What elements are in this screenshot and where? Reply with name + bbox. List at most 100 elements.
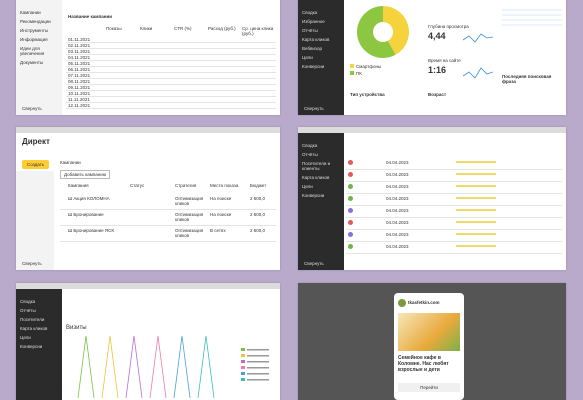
legend-swatch [241, 348, 245, 351]
row-date: 05.11.2021 [68, 61, 91, 66]
site-icon [398, 299, 406, 307]
menu-item[interactable]: Сводка [302, 10, 318, 15]
menu-item[interactable]: Отчёты [302, 152, 318, 157]
line [125, 335, 143, 399]
column-header: Кампания [68, 183, 89, 188]
row-date: 07.11.2021 [68, 73, 91, 78]
cell: В сетях [210, 228, 226, 233]
bar [456, 173, 496, 175]
menu-item[interactable]: Конверсии [20, 344, 43, 349]
row-date: 10.11.2021 [68, 91, 91, 96]
browser-bar [16, 127, 280, 133]
row-date: 04.11.2021 [68, 55, 91, 60]
column-header: Клики [140, 26, 153, 31]
row-date: 06.11.2021 [68, 67, 91, 72]
menu-item[interactable]: Конверсии [302, 193, 325, 198]
table-row: 04.04.2023 [346, 157, 562, 170]
visit-date: 04.04.2023 [386, 244, 409, 249]
table-row: 04.04.2023 [346, 169, 562, 182]
table-row: 04.04.2023 [346, 241, 562, 254]
legend-text [247, 355, 269, 357]
table-row: 04.04.2023 [346, 217, 562, 230]
pie-hole [373, 22, 393, 42]
visit-date: 04.04.2023 [386, 184, 409, 189]
tile-ad-preview: tkasfetkin.com Семейное кафе в Коломне. … [298, 283, 566, 400]
table-row: 03.11.2021 [66, 48, 276, 55]
add-button[interactable]: Добавить кампанию [60, 170, 111, 179]
visit-date: 04.04.2023 [386, 172, 409, 177]
menu-item[interactable]: Отчёты [20, 308, 36, 313]
row-date: 02.11.2021 [68, 43, 91, 48]
column-header: Ср. цена клика (руб.) [242, 26, 274, 36]
status-dot [348, 244, 353, 249]
tab[interactable]: Кампании [60, 160, 81, 165]
cell: На поиске [210, 212, 232, 217]
status-dot [348, 184, 353, 189]
legend-text [247, 367, 269, 369]
collapse[interactable]: Свернуть [304, 261, 324, 266]
row-date: 12.11.2021 [68, 103, 91, 108]
menu-item[interactable]: Рекомендации [20, 19, 51, 24]
columns: Показы Клики CTR (%) Расход (руб.) Ср. цена … [106, 26, 276, 36]
tile-direct-report: Кампании Рекомендации Инструменты Информаци… [16, 0, 280, 115]
cell: Ш Бронирование ЯСК [68, 228, 115, 233]
legend-swatch [350, 71, 354, 75]
legend-swatch [241, 372, 245, 375]
menu-item[interactable]: Сводка [302, 143, 318, 148]
menu-item[interactable]: Сводка [20, 299, 36, 304]
menu-item[interactable]: Инструменты [20, 28, 49, 33]
table-row: 07.11.2021 [66, 72, 276, 79]
column-header: CTR (%) [174, 26, 192, 31]
device-label: Тип устройства [350, 92, 385, 97]
legend-swatch [241, 360, 245, 363]
menu-item[interactable]: Посетители [20, 317, 45, 322]
menu-item[interactable]: Карта кликов [302, 175, 330, 180]
legend-item: Смартфоны [350, 64, 381, 69]
legend-swatch [241, 354, 245, 357]
phone-card: tkasfetkin.com Семейное кафе в Коломне. … [394, 293, 464, 400]
legend-swatch [241, 366, 245, 369]
menu-item[interactable]: Кампании [20, 10, 41, 15]
cell: 2 500,0 [250, 228, 266, 233]
sidebar [16, 171, 54, 270]
menu-item[interactable]: Карта кликов [302, 37, 330, 42]
ad-button[interactable]: Перейти [398, 383, 460, 392]
menu-item[interactable]: Отчёты [302, 28, 318, 33]
menu-item[interactable]: Избранное [302, 19, 325, 24]
table: Ш Акция КОЛОМНА Оптимизация кликов На поис… [60, 193, 276, 253]
cell: Оптимизация кликов [175, 196, 204, 206]
line [149, 335, 167, 399]
menu-item[interactable]: Идеи для увеличения [20, 46, 45, 56]
browser-bar [298, 127, 566, 133]
column-header: Места показа [210, 183, 239, 188]
legend-text [247, 379, 269, 381]
table-row: 09.11.2021 [66, 84, 276, 91]
menu-item[interactable]: Информация [20, 37, 48, 42]
visit-date: 04.04.2023 [386, 208, 409, 213]
menu-item[interactable]: Вебвизор [302, 46, 322, 51]
row-date: 09.11.2021 [68, 85, 91, 90]
time: 1:16 [428, 65, 447, 75]
legend-swatch [350, 64, 354, 68]
menu-item[interactable]: Посетители и клиенты [302, 161, 331, 171]
menu-item[interactable]: Карта кликов [20, 326, 48, 331]
menu-item[interactable]: Цели [20, 335, 31, 340]
row-date: 08.11.2021 [68, 79, 91, 84]
create-button[interactable]: Создать [22, 160, 50, 169]
status-dot [348, 208, 353, 213]
legend: Смартфоны ПК [350, 64, 381, 78]
menu-item[interactable]: Цели [302, 55, 313, 60]
menu-item[interactable]: Конверсии [302, 64, 325, 69]
sidebar: Кампании Рекомендации Инструменты Информаци… [16, 0, 62, 115]
table: 04.04.2023 04.04.2023 04.04.2023 04.04.2023… [346, 157, 562, 257]
line [173, 335, 191, 399]
links [502, 6, 562, 28]
collapse[interactable]: Свернуть [304, 106, 324, 111]
menu-item[interactable]: Документы [20, 60, 44, 65]
collapse[interactable]: Свернуть [22, 106, 42, 111]
line [101, 335, 119, 399]
cell: Оптимизация кликов [175, 212, 204, 222]
collapse[interactable]: Свернуть [22, 261, 42, 266]
menu-item[interactable]: Цели [302, 184, 313, 189]
